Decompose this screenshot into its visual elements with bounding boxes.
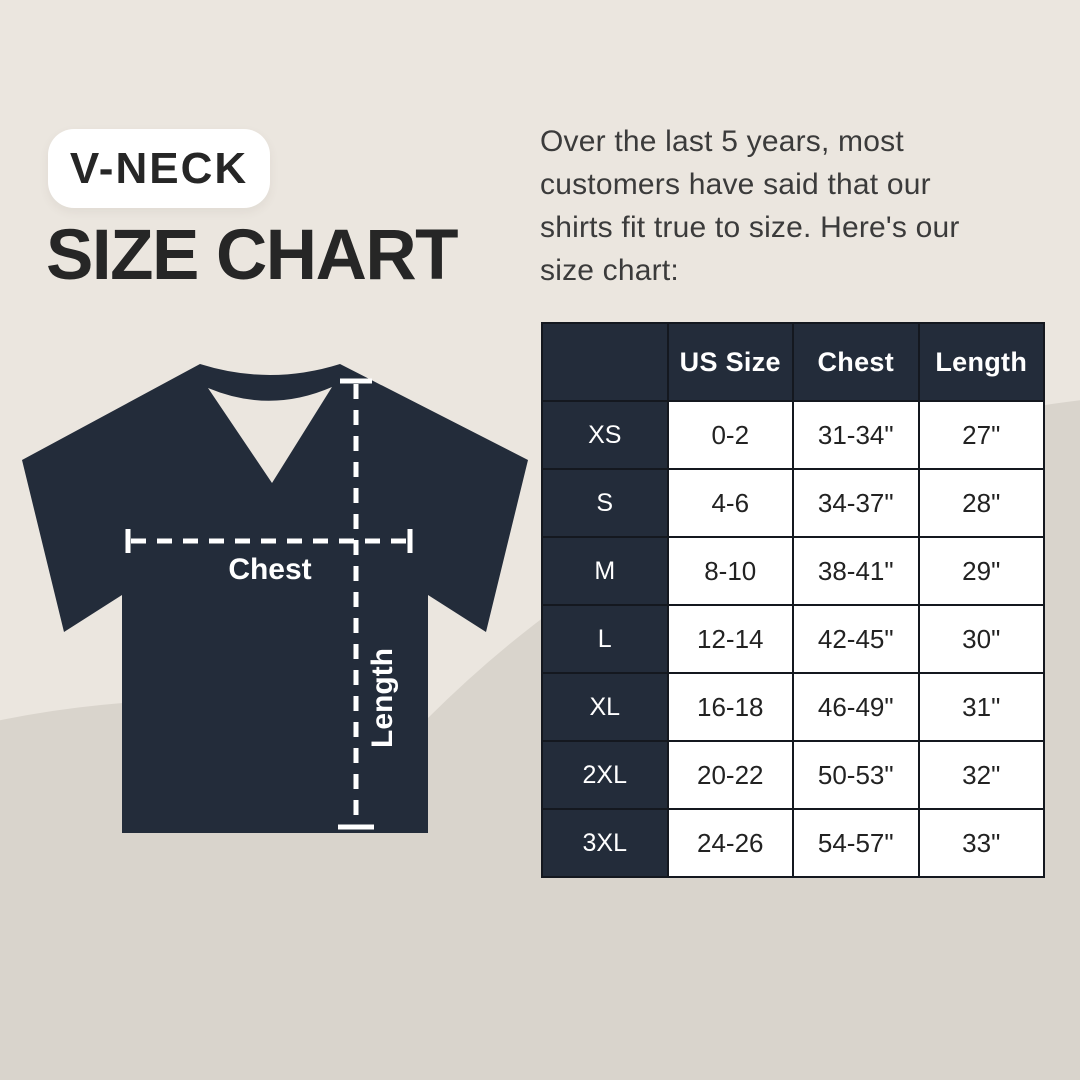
us-size-value: 12-14 (668, 606, 792, 672)
chest-value: 38-41" (794, 538, 918, 604)
size-label-cell: L (543, 606, 667, 672)
chest-value: 50-53" (794, 742, 918, 808)
column-header-us-size: US Size (668, 324, 792, 400)
intro-line: Over the last 5 years, most (540, 125, 904, 158)
intro-paragraph: Over the last 5 years, most customers ha… (540, 120, 1060, 292)
chest-value: 54-57" (794, 810, 918, 876)
chest-value: 31-34" (794, 402, 918, 468)
badge-label: V-NECK (69, 143, 249, 193)
length-value: 28" (919, 470, 1043, 536)
shirt-silhouette (22, 364, 528, 833)
size-label-cell: XL (543, 674, 667, 740)
column-header-chest: Chest (794, 324, 918, 400)
us-size-value: 24-26 (668, 810, 792, 876)
length-value: 33" (919, 810, 1043, 876)
us-size-value: 0-2 (668, 402, 792, 468)
neck-opening (208, 387, 332, 483)
chest-label: Chest (228, 553, 311, 586)
intro-line: shirts fit true to size. Here's our (540, 211, 960, 244)
table-corner-cell (543, 324, 667, 400)
intro-line: customers have said that our (540, 168, 931, 201)
length-value: 27" (919, 402, 1043, 468)
size-label-cell: M (543, 538, 667, 604)
product-type-badge: V-NECK (48, 129, 270, 208)
measurement-lines (125, 378, 413, 830)
chest-value: 42-45" (794, 606, 918, 672)
us-size-value: 8-10 (668, 538, 792, 604)
us-size-value: 16-18 (668, 674, 792, 740)
chest-value: 46-49" (794, 674, 918, 740)
length-value: 29" (919, 538, 1043, 604)
size-label-cell: S (543, 470, 667, 536)
size-label-cell: 2XL (543, 742, 667, 808)
size-label-cell: XS (543, 402, 667, 468)
us-size-value: 20-22 (668, 742, 792, 808)
chest-value: 34-37" (794, 470, 918, 536)
vneck-shirt-illustration: Chest Length (22, 364, 528, 833)
size-table: US Size Chest Length XS 0-2 31-34" 27" S… (541, 322, 1045, 878)
length-value: 30" (919, 606, 1043, 672)
length-value: 31" (919, 674, 1043, 740)
intro-line: size chart: (540, 254, 679, 287)
size-label-cell: 3XL (543, 810, 667, 876)
us-size-value: 4-6 (668, 470, 792, 536)
length-value: 32" (919, 742, 1043, 808)
column-header-length: Length (919, 324, 1043, 400)
page-title: SIZE CHART (46, 216, 459, 295)
length-label: Length (366, 648, 399, 748)
